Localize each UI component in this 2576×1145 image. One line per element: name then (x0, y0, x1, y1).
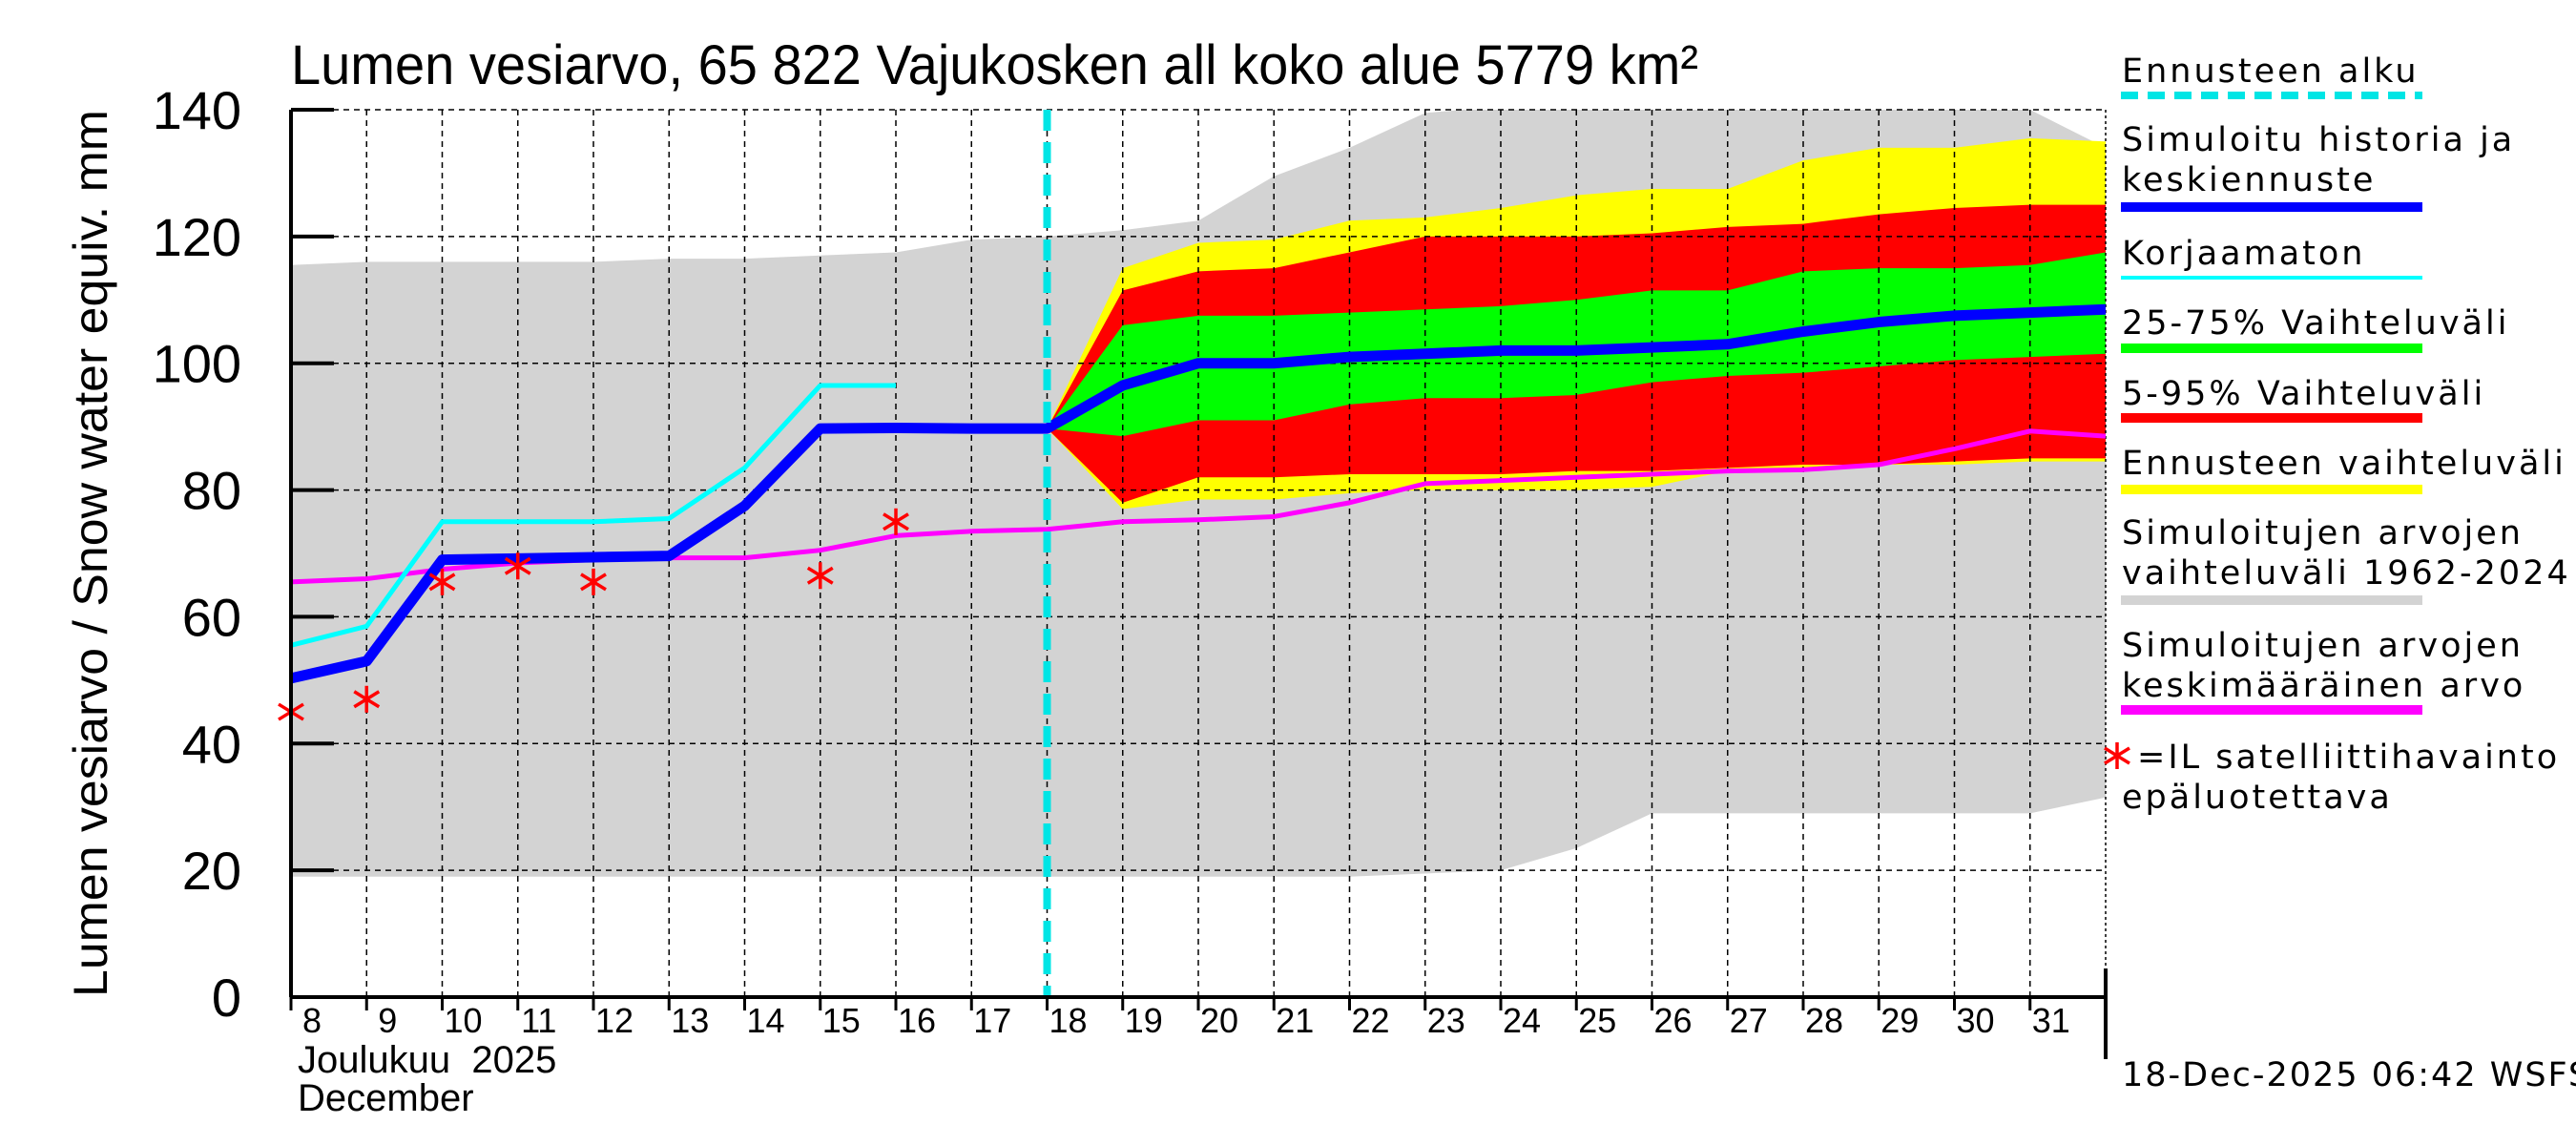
y-axis-label: Lumen vesiarvo / Snow water equiv. mm (64, 110, 117, 997)
x-tick-label: 23 (1427, 1001, 1465, 1040)
legend-item: 5-95% Vaihteluväli (2121, 375, 2485, 423)
legend-label: vaihteluväli 1962-2024 (2122, 554, 2571, 593)
y-tick-label: 140 (153, 80, 241, 140)
star-stroke (883, 512, 909, 531)
legend-label: Simuloitujen arvojen (2122, 514, 2524, 552)
plot-top-mask (289, 0, 2161, 110)
y-tick-label: 20 (182, 841, 241, 901)
x-tick-label: 27 (1730, 1001, 1768, 1040)
x-tick-label: 22 (1351, 1001, 1389, 1040)
legend-label: Ennusteen vaihteluväli (2122, 445, 2566, 483)
x-axis-month-label-en: December (298, 1077, 474, 1119)
legend-item: Ennusteen vaihteluväli (2121, 445, 2566, 494)
x-tick-label: 14 (746, 1001, 784, 1040)
legend-label: =IL satelliittihavainto (2137, 739, 2560, 777)
satellite-observation-marker (806, 562, 834, 590)
x-tick-label: 10 (444, 1001, 482, 1040)
x-tick-label: 18 (1049, 1001, 1087, 1040)
legend-item: Ennusteen alku (2121, 52, 2422, 99)
legend-label: Ennusteen alku (2122, 52, 2420, 91)
star-stroke (428, 572, 456, 592)
y-tick-label: 0 (212, 968, 241, 1028)
star-stroke (353, 690, 381, 709)
y-tick-label: 80 (182, 461, 241, 521)
legend-label: epäluotettava (2122, 779, 2393, 817)
legend-label: keskimääräinen arvo (2122, 667, 2525, 705)
legend-label: 25-75% Vaihteluväli (2122, 304, 2509, 343)
y-tick-label: 100 (153, 334, 241, 394)
x-tick-label: 20 (1200, 1001, 1238, 1040)
footer-timestamp: 18-Dec-2025 06:42 WSFS-O (2122, 1056, 2576, 1094)
x-tick-label: 24 (1503, 1001, 1541, 1040)
x-tick-label: 25 (1578, 1001, 1616, 1040)
chart-title: Lumen vesiarvo, 65 822 Vajukosken all ko… (291, 34, 1698, 96)
x-tick-label: 31 (2032, 1001, 2070, 1040)
satellite-observation-marker (883, 508, 909, 535)
x-tick-label: 29 (1880, 1001, 1919, 1040)
satellite-observation-marker (504, 552, 531, 580)
legend-label: Simuloitu historia ja (2122, 121, 2515, 159)
x-tick-label: 13 (671, 1001, 709, 1040)
x-tick-label: 28 (1805, 1001, 1843, 1040)
legend-item: Korjaamaton (2121, 235, 2422, 280)
y-tick-label: 40 (182, 714, 241, 774)
legend-star-icon (2104, 742, 2130, 769)
x-tick-label: 16 (898, 1001, 936, 1040)
star-stroke (2104, 746, 2130, 765)
x-tick-label: 26 (1653, 1001, 1692, 1040)
star-stroke (504, 556, 531, 575)
x-tick-label: 21 (1276, 1001, 1314, 1040)
x-tick-label: 12 (595, 1001, 634, 1040)
x-tick-label: 19 (1125, 1001, 1163, 1040)
y-tick-label: 60 (182, 587, 241, 647)
satellite-observation-marker (353, 685, 381, 713)
legend-item: 25-75% Vaihteluväli (2121, 304, 2509, 353)
legend-label: 5-95% Vaihteluväli (2122, 375, 2485, 413)
x-tick-label: 8 (302, 1001, 322, 1040)
y-tick-label: 120 (153, 207, 241, 267)
star-stroke (580, 572, 607, 592)
uncorrected-line (290, 383, 896, 648)
star-stroke (806, 566, 834, 585)
x-tick-label: 17 (973, 1001, 1011, 1040)
legend-label: keskiennuste (2122, 161, 2376, 199)
x-axis-month-label: Joulukuu 2025 (298, 1039, 556, 1081)
satellite-observation-marker (580, 568, 607, 595)
median-forecast-line (289, 303, 2107, 684)
x-tick-label: 15 (822, 1001, 861, 1040)
satellite-observation-marker (428, 568, 456, 595)
x-tick-label: 30 (1956, 1001, 1994, 1040)
legend-label: Korjaamaton (2122, 235, 2366, 273)
x-tick-label: 9 (378, 1001, 397, 1040)
legend-label: Simuloitujen arvojen (2122, 627, 2524, 665)
x-tick-label: 11 (521, 1001, 556, 1040)
